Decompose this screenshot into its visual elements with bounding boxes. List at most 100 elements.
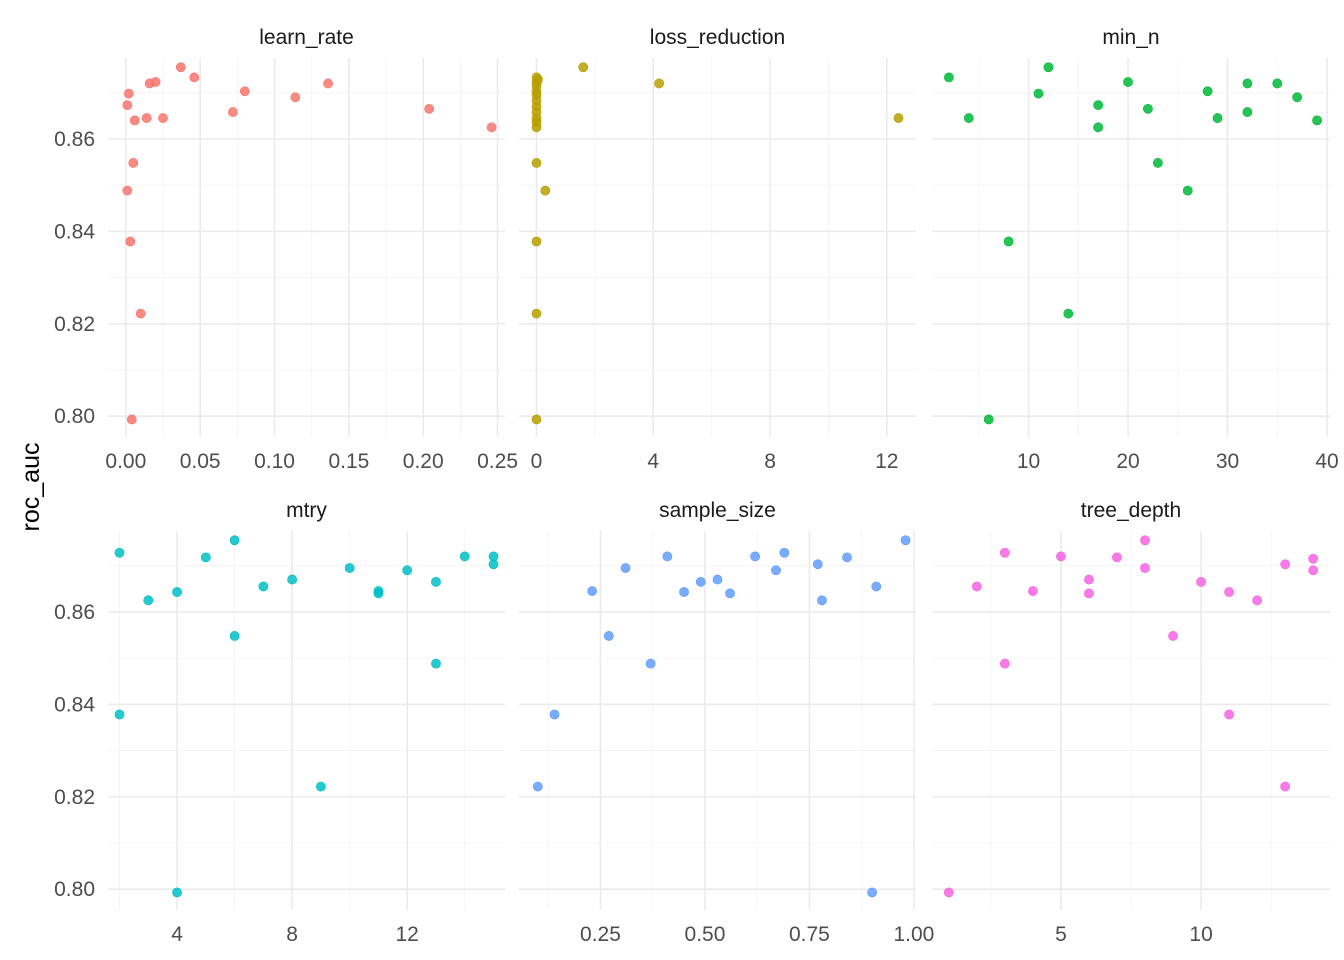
data-point <box>114 547 125 558</box>
x-tick-label: 5 <box>1055 923 1067 946</box>
data-point <box>373 588 384 599</box>
data-point <box>1242 107 1253 117</box>
data-point <box>695 576 706 587</box>
data-point <box>135 308 146 319</box>
data-point <box>431 658 441 669</box>
data-point <box>1212 113 1223 123</box>
data-point <box>1028 586 1038 596</box>
y-tick-label: 0.82 <box>54 313 95 336</box>
data-point <box>587 586 598 596</box>
data-point <box>963 113 974 123</box>
data-point <box>983 414 994 425</box>
x-tick-label: 12 <box>875 450 898 473</box>
x-tick-label: 0.25 <box>477 450 518 473</box>
data-point <box>867 887 878 898</box>
panel-title: tree_depth <box>1081 499 1181 522</box>
data-point <box>1292 92 1303 103</box>
data-point <box>893 113 904 123</box>
data-point <box>1252 595 1263 606</box>
data-point <box>1140 563 1150 573</box>
y-tick-label: 0.84 <box>54 693 95 716</box>
data-point <box>842 552 852 563</box>
x-tick-label: 0.10 <box>254 450 295 473</box>
x-tick-label: 0.00 <box>105 450 146 473</box>
data-point <box>158 113 168 123</box>
y-tick-label: 0.86 <box>54 128 95 151</box>
data-point <box>486 122 497 133</box>
y-tick-label: 0.82 <box>54 786 95 809</box>
data-point <box>531 414 542 425</box>
data-point <box>1093 100 1104 111</box>
data-point <box>662 551 673 562</box>
data-point <box>1123 77 1133 87</box>
x-tick-label: 0 <box>531 450 543 473</box>
data-point <box>1272 78 1283 89</box>
data-point <box>1196 576 1206 587</box>
data-point <box>812 559 823 570</box>
panel-title: learn_rate <box>259 26 354 49</box>
data-point <box>229 631 240 641</box>
data-point <box>679 587 689 597</box>
data-point <box>999 658 1010 669</box>
data-point <box>258 581 269 592</box>
data-point <box>122 100 133 111</box>
data-point <box>943 887 954 898</box>
data-point <box>129 115 140 126</box>
data-point <box>1033 88 1044 99</box>
data-point <box>189 72 200 83</box>
data-point <box>1242 78 1253 89</box>
y-axis-label: roc_auc <box>17 443 45 532</box>
x-tick-label: 8 <box>286 923 298 946</box>
panel-sample_size: sample_size 0.25 0.50 0.75 1.00 <box>519 499 934 946</box>
data-point <box>531 158 542 168</box>
x-tick-label: 0.50 <box>685 923 726 946</box>
y-tick-label: 0.86 <box>54 601 95 624</box>
data-point <box>771 565 781 576</box>
data-point <box>1308 565 1319 576</box>
data-point <box>603 631 614 641</box>
data-point <box>488 559 499 570</box>
data-point <box>1063 308 1074 319</box>
data-point <box>531 236 542 247</box>
x-tick-label: 1.00 <box>893 923 934 946</box>
data-point <box>1003 236 1014 247</box>
data-point <box>122 185 133 196</box>
data-point <box>1312 115 1322 126</box>
data-point <box>1182 185 1193 196</box>
data-point <box>229 535 240 546</box>
data-point <box>128 158 139 168</box>
data-point <box>1152 158 1163 168</box>
data-point <box>540 185 551 196</box>
x-tick-label: 10 <box>1017 450 1040 473</box>
data-point <box>126 414 137 425</box>
data-point <box>290 92 301 103</box>
data-point <box>1112 552 1122 563</box>
data-point <box>645 658 656 669</box>
y-tick-label: 0.84 <box>54 220 95 243</box>
x-tick-label: 20 <box>1116 450 1139 473</box>
data-point <box>654 78 665 89</box>
data-point <box>944 72 954 83</box>
data-point <box>871 581 882 592</box>
data-point <box>1084 574 1094 585</box>
data-point <box>315 781 326 792</box>
data-point <box>531 122 542 133</box>
panel-min_n: min_n 10 20 30 40 <box>932 26 1339 473</box>
panel-learn_rate: learn_rate 0.00 0.05 0.10 0.15 0.20 0.25 0.80 0.… <box>54 26 518 473</box>
panel-tree_depth: tree_depth 5 10 <box>932 499 1330 946</box>
data-point <box>459 551 470 562</box>
data-point <box>1084 588 1094 599</box>
data-point <box>287 574 298 585</box>
x-tick-label: 4 <box>171 923 183 946</box>
panel-title: min_n <box>1102 26 1159 49</box>
data-point <box>143 595 154 606</box>
data-point <box>402 565 413 576</box>
data-point <box>999 547 1010 558</box>
data-point <box>123 88 134 99</box>
data-point <box>1043 62 1054 73</box>
data-point <box>750 551 761 562</box>
data-point <box>1202 86 1213 97</box>
data-point <box>1224 709 1234 720</box>
x-tick-label: 0.75 <box>789 923 830 946</box>
data-point <box>1056 551 1066 562</box>
